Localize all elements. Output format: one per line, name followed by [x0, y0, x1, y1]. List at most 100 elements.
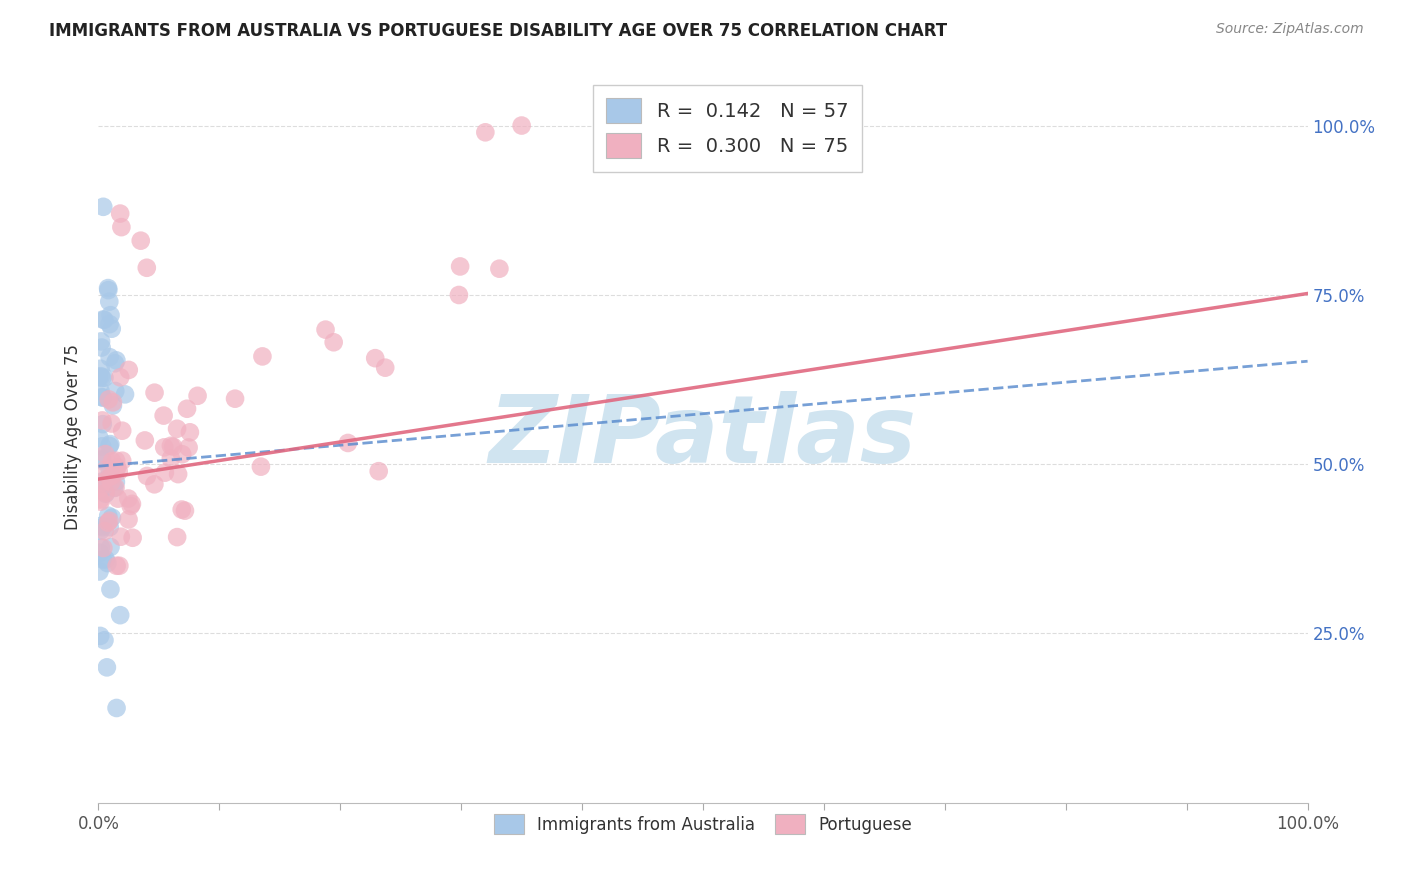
- Point: [100, 475, 122, 489]
- Point: [108, 558, 131, 573]
- Point: [89, 431, 111, 445]
- Point: [449, 260, 471, 274]
- Point: [104, 356, 127, 370]
- Point: [93, 524, 115, 538]
- Point: [96, 660, 118, 674]
- Point: [108, 608, 131, 623]
- Point: [98, 294, 121, 309]
- Point: [135, 260, 157, 275]
- Point: [174, 504, 197, 518]
- Point: [87, 370, 110, 384]
- Point: [97, 283, 120, 297]
- Point: [101, 454, 124, 468]
- Point: [89, 492, 111, 507]
- Point: [187, 389, 209, 403]
- Point: [89, 482, 111, 496]
- Point: [143, 385, 166, 400]
- Point: [177, 441, 200, 455]
- Point: [250, 459, 273, 474]
- Point: [98, 514, 121, 528]
- Point: [170, 502, 193, 516]
- Point: [488, 261, 510, 276]
- Point: [105, 460, 128, 475]
- Point: [252, 350, 274, 364]
- Point: [91, 475, 114, 490]
- Point: [98, 437, 121, 451]
- Point: [224, 392, 246, 406]
- Point: [97, 281, 120, 295]
- Point: [110, 220, 132, 235]
- Point: [91, 413, 114, 427]
- Point: [93, 633, 115, 648]
- Point: [110, 530, 132, 544]
- Point: [367, 464, 389, 478]
- Point: [160, 451, 183, 466]
- Point: [104, 475, 127, 489]
- Point: [107, 491, 129, 506]
- Point: [110, 370, 132, 384]
- Point: [98, 350, 121, 364]
- Point: [152, 409, 174, 423]
- Point: [179, 425, 201, 440]
- Point: [104, 481, 127, 495]
- Point: [100, 540, 122, 554]
- Point: [93, 370, 115, 384]
- Point: [104, 384, 127, 398]
- Text: IMMIGRANTS FROM AUSTRALIA VS PORTUGUESE DISABILITY AGE OVER 75 CORRELATION CHART: IMMIGRANTS FROM AUSTRALIA VS PORTUGUESE …: [49, 22, 948, 40]
- Point: [90, 453, 112, 467]
- Point: [117, 512, 139, 526]
- Point: [143, 477, 166, 491]
- Point: [114, 387, 136, 401]
- Point: [166, 422, 188, 436]
- Text: Source: ZipAtlas.com: Source: ZipAtlas.com: [1216, 22, 1364, 37]
- Point: [98, 462, 121, 476]
- Point: [89, 629, 111, 643]
- Point: [94, 487, 117, 501]
- Point: [172, 447, 194, 461]
- Point: [129, 234, 152, 248]
- Point: [103, 481, 125, 495]
- Point: [107, 465, 129, 479]
- Point: [120, 499, 142, 513]
- Point: [322, 335, 344, 350]
- Point: [153, 441, 176, 455]
- Point: [94, 552, 117, 566]
- Point: [91, 371, 114, 385]
- Point: [93, 474, 115, 488]
- Point: [94, 447, 117, 461]
- Point: [89, 524, 111, 538]
- Point: [96, 556, 118, 570]
- Point: [91, 451, 114, 466]
- Point: [447, 288, 470, 302]
- Point: [374, 360, 396, 375]
- Point: [90, 341, 112, 355]
- Point: [91, 483, 114, 497]
- Point: [90, 369, 112, 384]
- Point: [101, 510, 124, 524]
- Point: [136, 469, 159, 483]
- Point: [162, 440, 184, 454]
- Point: [101, 399, 124, 413]
- Point: [89, 565, 111, 579]
- Point: [510, 119, 533, 133]
- Point: [97, 508, 120, 523]
- Point: [336, 436, 359, 450]
- Point: [89, 546, 111, 560]
- Point: [91, 417, 114, 431]
- Point: [91, 312, 114, 326]
- Point: [90, 519, 112, 533]
- Text: ZIPatlas: ZIPatlas: [489, 391, 917, 483]
- Point: [93, 541, 115, 555]
- Point: [91, 552, 114, 566]
- Point: [94, 485, 117, 500]
- Point: [121, 497, 143, 511]
- Point: [90, 361, 112, 376]
- Point: [98, 470, 121, 484]
- Point: [101, 468, 124, 483]
- Point: [97, 516, 120, 530]
- Y-axis label: Disability Age Over 75: Disability Age Over 75: [65, 344, 83, 530]
- Point: [89, 384, 111, 398]
- Point: [315, 323, 337, 337]
- Point: [108, 206, 131, 220]
- Point: [98, 439, 121, 453]
